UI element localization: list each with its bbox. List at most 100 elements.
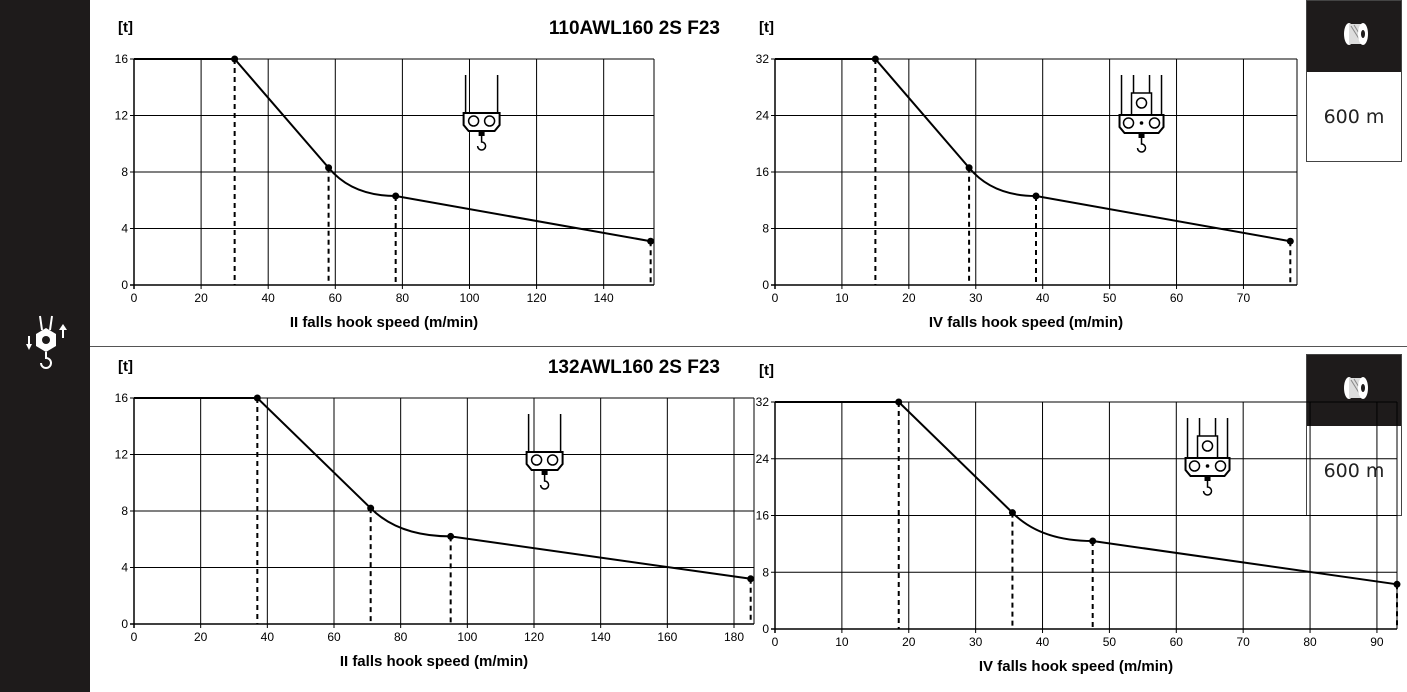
sheave [530,454,543,466]
y-tick-label: 24 [756,109,770,123]
x-tick-label: 30 [969,291,983,305]
x-tick-label: 60 [327,630,341,644]
hook [1136,138,1147,153]
rope-length: 600 m [1323,460,1385,482]
x-tick-label: 100 [457,630,477,644]
chart-4: 0 8 16 24 32 0 10 20 30 40 50 60 70 80 90 [t] IV falls h… [756,362,1401,675]
data-point [392,192,400,200]
x-tick-label: 70 [1236,635,1250,649]
x-tick-label: 0 [131,291,138,305]
hook [476,136,487,151]
data-point [447,532,455,540]
y-tick-label: 8 [762,565,769,579]
rope-drum-icon [1344,23,1368,45]
chart-2: 0 8 16 24 32 0 10 20 30 40 50 60 70 [t] IV falls hook … [756,19,1298,331]
x-tick-label: 20 [902,291,916,305]
sheave [483,115,496,127]
sheave-pin [1139,121,1144,125]
y-tick-label: 16 [756,509,770,523]
capacity-curve [134,58,651,243]
x-tick-label: 50 [1103,291,1117,305]
x-tick-label: 20 [194,291,208,305]
y-tick-label: 0 [121,278,128,292]
sheave [1214,460,1227,472]
hoist-hook-icon [26,315,67,369]
sheave [1148,117,1161,129]
y-axis-label: [t] [759,362,774,379]
x-tick-label: 120 [527,291,547,305]
x-tick-label: 30 [969,635,983,649]
x-tick-label: 90 [1370,635,1384,649]
2-fall-hook-block-icon [525,414,564,490]
data-point [965,164,973,172]
x-tick-label: 40 [1036,291,1050,305]
data-point [895,398,903,406]
y-tick-label: 0 [121,617,128,631]
y-tick-label: 24 [756,452,770,466]
y-tick-label: 16 [756,165,770,179]
sheave [1122,117,1135,129]
capacity-curve [775,401,1398,586]
y-tick-label: 4 [121,561,128,575]
sheave [546,454,559,466]
data-point [1008,509,1016,517]
4-fall-hook-block-icon [1184,418,1231,496]
data-point [1089,537,1097,545]
x-tick-label: 0 [772,635,779,649]
x-tick-label: 80 [1303,635,1317,649]
x-axis-label: II falls hook speed (m/min) [340,653,528,670]
chart-title: 132AWL160 2S F23 [548,357,720,378]
y-tick-label: 0 [762,622,769,636]
x-tick-label: 140 [594,291,614,305]
4-fall-hook-block-icon [1118,75,1165,153]
x-tick-label: 40 [262,291,276,305]
sheave-pin [1205,464,1210,468]
sidebar [0,0,90,692]
sheave [1188,460,1201,472]
x-tick-label: 100 [459,291,479,305]
x-tick-label: 60 [329,291,343,305]
rope-length: 600 m [1323,106,1385,128]
data-point [367,504,375,512]
data-point [231,55,239,63]
x-tick-label: 140 [591,630,611,644]
x-tick-label: 180 [724,630,744,644]
hook-shank [1204,476,1211,481]
x-tick-label: 0 [772,291,779,305]
data-point [871,55,879,63]
panel-divider [90,346,1407,347]
data-point [747,575,755,583]
data-point [647,237,655,245]
x-tick-label: 10 [835,291,849,305]
rope-length-box: 600 m [1306,354,1402,516]
data-point [325,164,333,172]
2-fall-hook-block-icon [462,75,501,151]
data-point [1393,580,1401,588]
hook-shank [478,131,485,136]
y-tick-label: 8 [121,504,128,518]
y-tick-label: 32 [756,395,770,409]
y-tick-label: 32 [756,52,770,66]
data-point [1032,192,1040,200]
x-tick-label: 60 [1170,635,1184,649]
x-tick-label: 80 [394,630,408,644]
y-tick-label: 8 [121,165,128,179]
hook-shank [1138,133,1145,138]
data-point [1286,237,1294,245]
x-tick-label: 10 [835,635,849,649]
x-axis-label: IV falls hook speed (m/min) [929,314,1123,331]
x-tick-label: 60 [1170,291,1184,305]
x-tick-label: 0 [131,630,138,644]
hook-shank [541,470,548,475]
chart-1: 0 4 8 12 16 0 20 40 60 80 100 120 140 [t] II falls hoo… [115,18,720,331]
x-tick-label: 80 [396,291,410,305]
y-tick-label: 0 [762,278,769,292]
sheave [1201,440,1214,452]
x-tick-label: 20 [194,630,208,644]
rope-length-box: 600 m [1306,0,1402,162]
x-tick-label: 160 [657,630,677,644]
chart-title: 110AWL160 2S F23 [549,18,720,39]
sheave [1135,97,1148,109]
rope-drum-icon [1344,377,1368,399]
